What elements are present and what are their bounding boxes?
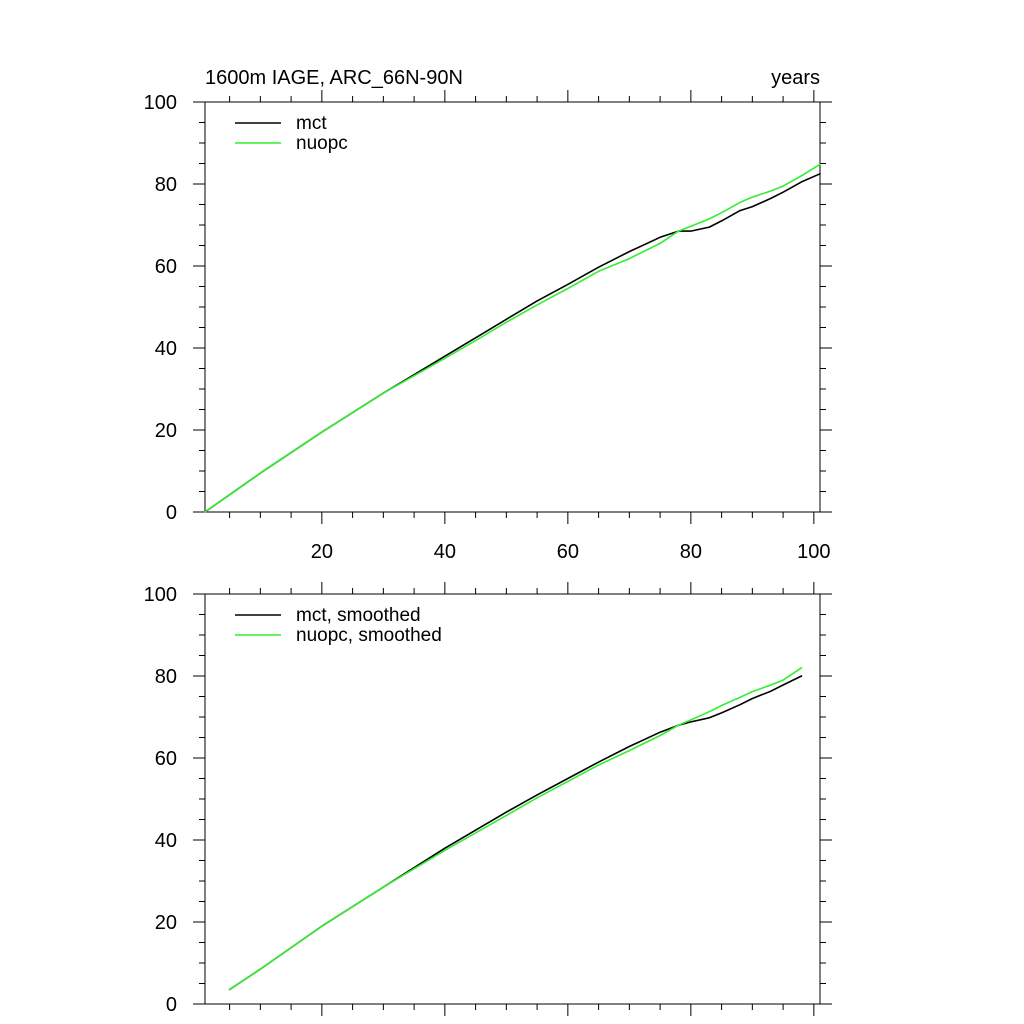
y-tick-label: 20	[155, 912, 177, 934]
series-line-nuopc	[228, 666, 803, 991]
y-tick-label: 60	[155, 256, 177, 278]
x-tick-label: 20	[311, 541, 333, 563]
y-tick-label: 80	[155, 174, 177, 196]
series-line-nuopc	[204, 163, 821, 513]
x-tick-label: 100	[797, 541, 830, 563]
legend-label: nuopc, smoothed	[296, 625, 442, 646]
legend-label: nuopc	[296, 133, 348, 154]
y-tick-label: 40	[155, 830, 177, 852]
y-tick-label: 60	[155, 748, 177, 770]
y-tick-label: 0	[166, 994, 177, 1016]
series-line-mct	[228, 675, 803, 991]
y-tick-label: 100	[144, 584, 177, 606]
top-panel: 0 20 40 60 80 100 20 40 60 80 100 1600m IAGE, ARC_6…	[144, 67, 832, 563]
y-tick-label: 40	[155, 338, 177, 360]
x-tick-label: 60	[557, 541, 579, 563]
y-tick-label: 20	[155, 420, 177, 442]
x-tick-label: 40	[434, 541, 456, 563]
legend-label: mct	[296, 113, 327, 134]
chart-title: 1600m IAGE, ARC_66N-90N	[205, 67, 463, 89]
y-tick-label: 80	[155, 666, 177, 688]
y-tick-label: 0	[166, 502, 177, 524]
units-label: years	[771, 67, 820, 89]
series-line-mct	[204, 173, 821, 513]
plot-frame	[204, 101, 821, 513]
legend-label: mct, smoothed	[296, 605, 421, 626]
y-tick-label: 100	[144, 92, 177, 114]
x-tick-label: 80	[680, 541, 702, 563]
